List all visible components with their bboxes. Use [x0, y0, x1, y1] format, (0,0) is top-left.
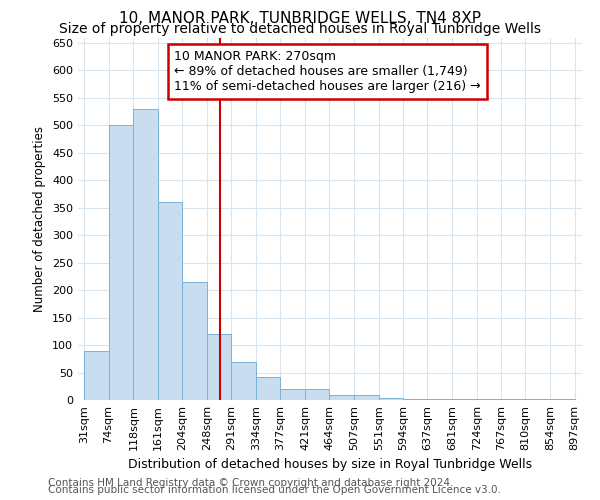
Bar: [305, 389, 329, 400]
Bar: [158, 202, 182, 400]
Bar: [182, 282, 207, 400]
X-axis label: Distribution of detached houses by size in Royal Tunbridge Wells: Distribution of detached houses by size …: [128, 458, 532, 471]
Text: 10, MANOR PARK, TUNBRIDGE WELLS, TN4 8XP: 10, MANOR PARK, TUNBRIDGE WELLS, TN4 8XP: [119, 11, 481, 26]
Bar: [256, 377, 280, 400]
Bar: [232, 362, 256, 400]
Y-axis label: Number of detached properties: Number of detached properties: [34, 126, 46, 312]
Bar: [109, 126, 133, 400]
Bar: [379, 398, 403, 400]
Bar: [354, 394, 379, 400]
Bar: [84, 350, 109, 400]
Bar: [329, 394, 354, 400]
Text: Contains public sector information licensed under the Open Government Licence v3: Contains public sector information licen…: [48, 485, 501, 495]
Bar: [207, 334, 232, 400]
Text: Contains HM Land Registry data © Crown copyright and database right 2024.: Contains HM Land Registry data © Crown c…: [48, 478, 454, 488]
Bar: [133, 109, 158, 400]
Text: Size of property relative to detached houses in Royal Tunbridge Wells: Size of property relative to detached ho…: [59, 22, 541, 36]
Text: 10 MANOR PARK: 270sqm
← 89% of detached houses are smaller (1,749)
11% of semi-d: 10 MANOR PARK: 270sqm ← 89% of detached …: [174, 50, 481, 93]
Bar: [280, 389, 305, 400]
